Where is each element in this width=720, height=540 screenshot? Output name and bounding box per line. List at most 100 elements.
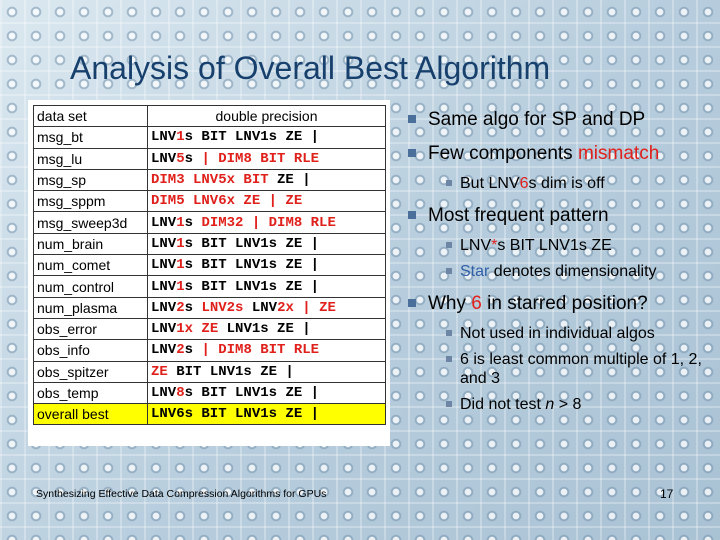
config-segment: LNV xyxy=(151,150,177,167)
table-row: msg_bt LNV1s BIT LNV1s ZE | xyxy=(33,126,386,149)
config-segment: 1 xyxy=(176,235,185,252)
config-cell: LNV6s BIT LNV1s ZE | xyxy=(147,403,386,426)
config-cell: DIM5 LNV6x ZE | ZE xyxy=(147,190,386,213)
table-header-row: data set double precision xyxy=(33,104,386,128)
table-row: num_control LNV1s BIT LNV1s ZE | xyxy=(33,275,386,298)
dataset-cell: msg_sp xyxy=(33,168,148,192)
config-segment: | DIM8 BIT RLE xyxy=(201,150,320,167)
config-segment: s xyxy=(184,299,202,316)
dataset-cell: num_brain xyxy=(33,232,148,256)
dataset-cell: obs_info xyxy=(33,339,148,362)
config-cell: LNV1s DIM32 | DIM8 RLE xyxy=(147,211,386,234)
sub-bullet-did-not-test: Did not test n > 8 xyxy=(404,395,716,414)
dataset-cell: obs_temp xyxy=(33,381,148,405)
config-cell: LNV1s BIT LNV1s ZE | xyxy=(147,232,386,256)
dataset-cell: msg_bt xyxy=(33,126,148,149)
bullet-few-components: Few components mismatch xyxy=(404,142,716,165)
table-row: msg_lu LNV5s | DIM8 BIT RLE xyxy=(33,147,386,170)
dataset-cell: num_control xyxy=(33,275,148,298)
page-number: 17 xyxy=(660,487,674,501)
config-segment: LNV1s ZE | xyxy=(218,321,311,338)
config-cell: LNV5s | DIM8 BIT RLE xyxy=(147,147,386,170)
config-segment: DIM5 LNV6x ZE | ZE xyxy=(151,193,303,210)
config-cell: LNV1s BIT LNV1s ZE | xyxy=(147,254,386,277)
dataset-cell: num_comet xyxy=(33,254,148,277)
table-row: obs_spitzer ZE BIT LNV1s ZE | xyxy=(33,360,386,383)
table-row: overall best LNV6s BIT LNV1s ZE | xyxy=(33,403,386,426)
config-segment: ZE | xyxy=(268,172,311,189)
config-segment: DIM32 | DIM8 RLE xyxy=(201,214,336,231)
table-row: obs_temp LNV8s BIT LNV1s ZE | xyxy=(33,381,386,405)
header-double-precision: double precision xyxy=(147,104,386,128)
config-segment: LNV xyxy=(151,321,177,338)
table-row: obs_error LNV1x ZE LNV1s ZE | xyxy=(33,317,386,341)
config-segment: 1x ZE xyxy=(176,321,219,338)
config-segment: 1 xyxy=(176,278,185,295)
config-segment: LNV xyxy=(151,299,177,316)
bullet-most-frequent: Most frequent pattern xyxy=(404,204,716,227)
sub-bullet-lnv6s: But LNV6s dim is off xyxy=(404,174,716,193)
config-segment: 2 xyxy=(176,342,185,359)
header-dataset: data set xyxy=(33,104,148,128)
config-segment: LNV6s BIT LNV1s ZE | xyxy=(151,406,320,423)
bullet-same-algo: Same algo for SP and DP xyxy=(404,108,716,131)
table-row: num_plasma LNV2s LNV2s LNV2x | ZE xyxy=(33,296,386,319)
config-cell: LNV2s | DIM8 BIT RLE xyxy=(147,339,386,362)
config-segment: s BIT LNV1s ZE | xyxy=(184,385,320,401)
bullet-why-six: Why 6 in starred position? xyxy=(404,292,716,315)
config-segment: DIM3 LNV5x BIT xyxy=(151,172,269,189)
config-segment: s BIT LNV1s ZE | xyxy=(184,278,320,295)
config-segment: | DIM8 BIT RLE xyxy=(201,342,320,359)
config-segment: 1 xyxy=(176,214,185,231)
slide-title: Analysis of Overall Best Algorithm xyxy=(70,50,551,86)
bullet-list: Same algo for SP and DP Few components m… xyxy=(404,108,716,414)
dataset-cell: obs_spitzer xyxy=(33,360,148,383)
table-row: msg_sppm DIM5 LNV6x ZE | ZE xyxy=(33,190,386,213)
config-cell: DIM3 LNV5x BIT ZE | xyxy=(147,168,386,192)
config-segment: s BIT LNV1s ZE | xyxy=(184,235,320,252)
sub-bullet-star: Star denotes dimensionality xyxy=(404,262,716,281)
config-segment: s BIT LNV1s ZE | xyxy=(184,257,320,274)
table-row: obs_info LNV2s | DIM8 BIT RLE xyxy=(33,339,386,362)
dataset-cell: num_plasma xyxy=(33,296,148,319)
config-segment: LNV xyxy=(151,235,177,252)
config-segment: LNV xyxy=(151,385,177,401)
table-row: num_comet LNV1s BIT LNV1s ZE | xyxy=(33,254,386,277)
sub-bullet-lcm: 6 is least common multiple of 1, 2, and … xyxy=(404,350,710,388)
dataset-cell: msg_sweep3d xyxy=(33,211,148,234)
config-segment: LNV xyxy=(151,129,177,146)
config-segment: 1 xyxy=(176,257,185,274)
sub-bullet-pattern: LNV*s BIT LNV1s ZE xyxy=(404,236,716,255)
config-segment: 8 xyxy=(176,385,185,401)
table-row: msg_sweep3d LNV1s DIM32 | DIM8 RLE xyxy=(33,211,386,234)
config-cell: LNV8s BIT LNV1s ZE | xyxy=(147,381,386,405)
compression-table: data set double precision msg_bt LNV1s BI… xyxy=(33,104,386,426)
config-segment: LNV xyxy=(151,257,177,274)
config-cell: LNV2s LNV2s LNV2x | ZE xyxy=(147,296,386,319)
config-segment: LNV xyxy=(151,278,177,295)
config-segment: s xyxy=(184,214,202,231)
config-segment: LNV2s xyxy=(201,299,244,316)
config-cell: LNV1s BIT LNV1s ZE | xyxy=(147,275,386,298)
dataset-cell: obs_error xyxy=(33,317,148,341)
config-segment: BIT LNV1s ZE | xyxy=(167,363,294,380)
config-cell: ZE BIT LNV1s ZE | xyxy=(147,360,386,383)
config-segment: ZE xyxy=(151,363,168,380)
config-segment: 5 xyxy=(176,150,185,167)
config-segment: LNV xyxy=(151,342,177,359)
table-row: msg_sp DIM3 LNV5x BIT ZE | xyxy=(33,168,386,192)
sub-bullet-not-used: Not used in individual algos xyxy=(404,324,716,343)
config-segment: s xyxy=(184,150,202,167)
dataset-cell: msg_sppm xyxy=(33,190,148,213)
config-segment: s BIT LNV1s ZE | xyxy=(184,129,320,146)
config-segment: 2x | ZE xyxy=(277,299,336,316)
slide-footer: Synthesizing Effective Data Compression … xyxy=(36,488,327,500)
config-segment: 1 xyxy=(176,129,185,146)
dataset-cell: overall best xyxy=(33,403,148,426)
config-segment: LNV xyxy=(243,299,278,316)
config-segment: s xyxy=(184,342,202,359)
config-cell: LNV1s BIT LNV1s ZE | xyxy=(147,126,386,149)
table-row: num_brain LNV1s BIT LNV1s ZE | xyxy=(33,232,386,256)
config-segment: 2 xyxy=(176,299,185,316)
config-segment: LNV xyxy=(151,214,177,231)
